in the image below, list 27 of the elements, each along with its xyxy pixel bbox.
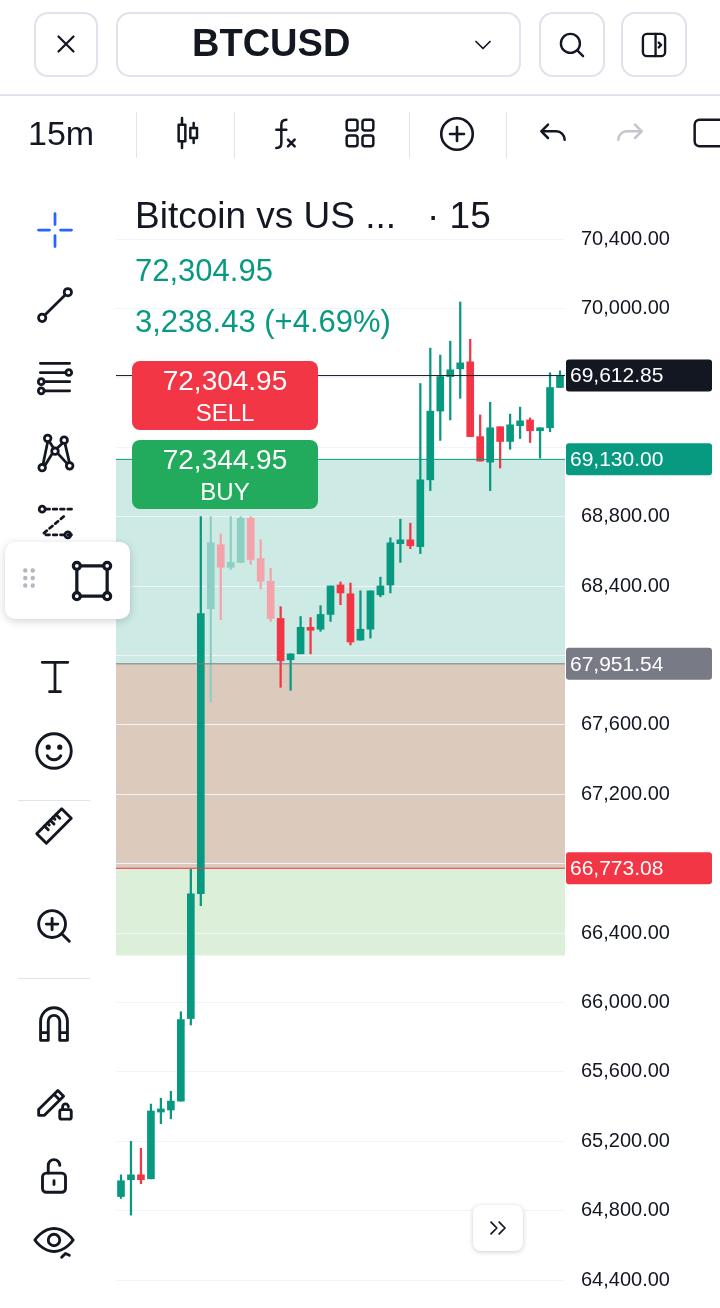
y-tick-label: 68,800.00 — [581, 504, 670, 527]
y-tick-label: 67,200.00 — [581, 781, 670, 804]
text: BTCUSD — [192, 21, 351, 66]
ref-line-label: 69,612.85 — [570, 363, 664, 387]
y-tick-label: 66,000.00 — [581, 989, 670, 1012]
y-tick-label: 70,000.00 — [581, 295, 670, 318]
annotation: 72,344.95 — [161, 443, 289, 477]
y-tick-label: 64,400.00 — [581, 1267, 670, 1290]
y-tick-label: 70,400.00 — [581, 226, 670, 249]
annotation: 72,304.95 — [161, 364, 289, 398]
ref-line-label: 69,130.00 — [570, 447, 664, 471]
chart-title: Bitcoin vs US ... · 15 — [135, 193, 491, 239]
text: 15m — [28, 113, 95, 153]
annotation: BUY — [199, 478, 251, 506]
text: 72,304.95 — [135, 252, 273, 290]
ref-line-label: 66,773.08 — [570, 856, 664, 880]
y-tick-label: 66,400.00 — [581, 920, 670, 943]
buy-button: 72,344.95 BUY — [132, 440, 318, 509]
annotation: SELL — [194, 399, 256, 427]
y-tick-label: 65,600.00 — [581, 1059, 670, 1082]
annotation: 3,238.43 (+4.69%) — [135, 303, 391, 341]
ref-line-label: 67,951.54 — [570, 651, 664, 675]
sell-button: 72,304.95 SELL — [132, 361, 318, 430]
y-tick-label: 65,200.00 — [581, 1128, 670, 1151]
y-tick-label: 64,800.00 — [581, 1198, 670, 1221]
y-tick-label: 67,600.00 — [581, 712, 670, 735]
y-tick-label: 68,400.00 — [581, 573, 670, 596]
